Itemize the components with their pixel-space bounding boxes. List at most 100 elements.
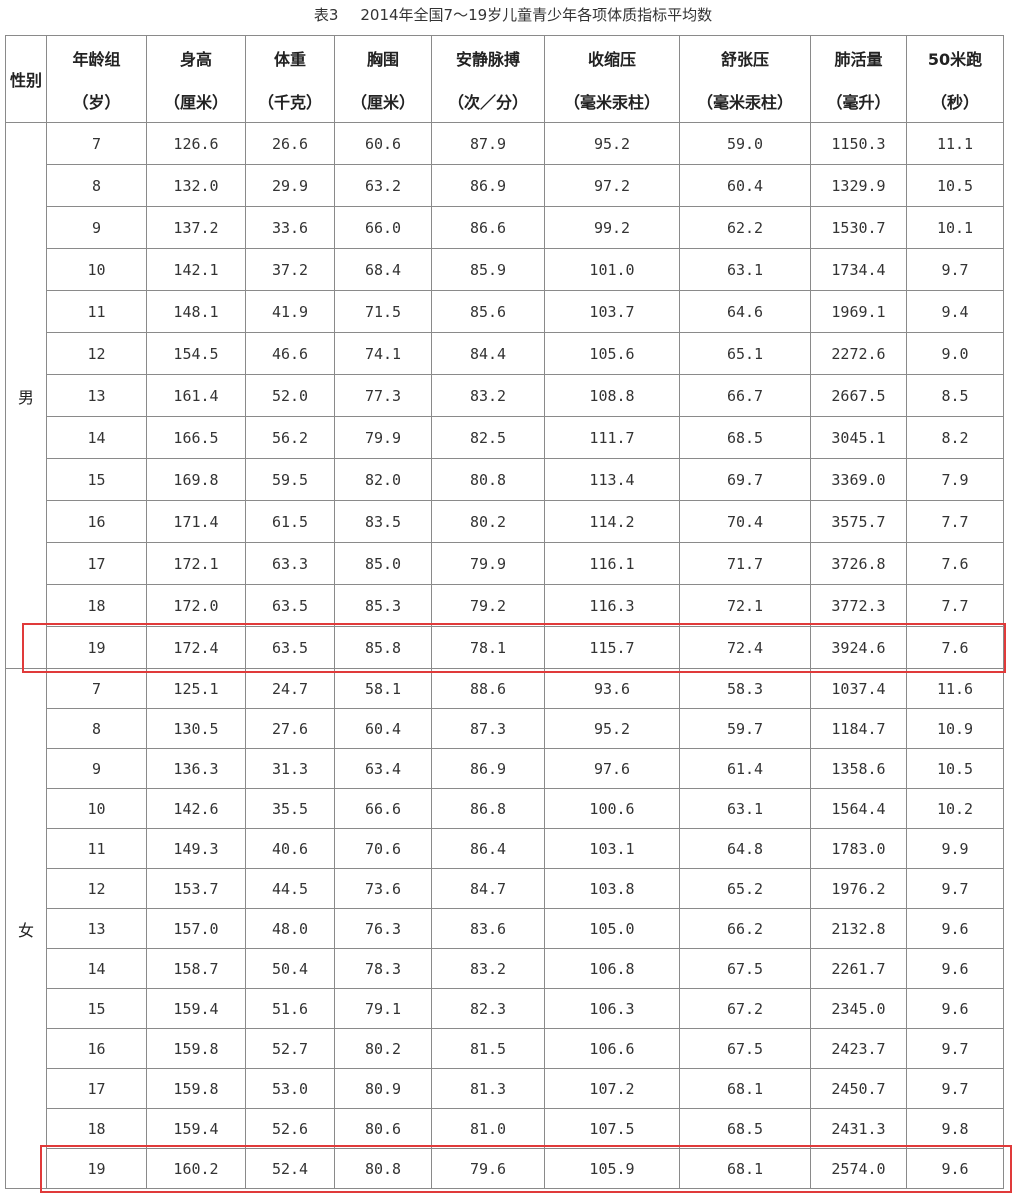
value-cell: 87.3 bbox=[431, 708, 545, 749]
header-diastolic: 舒张压 bbox=[679, 35, 811, 79]
value-cell: 80.6 bbox=[334, 1108, 432, 1149]
value-cell: 79.6 bbox=[431, 1148, 545, 1189]
gender-female-cell: 女 bbox=[5, 668, 47, 1189]
value-cell: 63.4 bbox=[334, 748, 432, 789]
age-cell: 8 bbox=[46, 708, 147, 749]
value-cell: 1734.4 bbox=[810, 248, 907, 291]
value-cell: 53.0 bbox=[245, 1068, 335, 1109]
value-cell: 2423.7 bbox=[810, 1028, 907, 1069]
value-cell: 78.3 bbox=[334, 948, 432, 989]
value-cell: 9.8 bbox=[906, 1108, 1004, 1149]
header-systolic: 收缩压 bbox=[544, 35, 680, 79]
value-cell: 76.3 bbox=[334, 908, 432, 949]
table-body: 男 7 126.6 26.6 60.6 87.9 95.2 59.0 1150.3 11.1 8 13… bbox=[5, 122, 1004, 1189]
value-cell: 72.1 bbox=[679, 584, 811, 627]
value-cell: 85.8 bbox=[334, 626, 432, 669]
value-cell: 59.7 bbox=[679, 708, 811, 749]
age-cell: 7 bbox=[46, 122, 147, 165]
value-cell: 3726.8 bbox=[810, 542, 907, 585]
age-cell: 11 bbox=[46, 828, 147, 869]
value-cell: 64.8 bbox=[679, 828, 811, 869]
value-cell: 159.8 bbox=[146, 1068, 246, 1109]
value-cell: 80.8 bbox=[334, 1148, 432, 1189]
value-cell: 24.7 bbox=[245, 668, 335, 709]
table-row: 12 154.5 46.6 74.1 84.4 105.6 65.1 2272.6 9.0 bbox=[6, 332, 1004, 375]
value-cell: 66.2 bbox=[679, 908, 811, 949]
table-caption: 表3 2014年全国7～19岁儿童青少年各项体质指标平均数 bbox=[0, 4, 1026, 25]
value-cell: 48.0 bbox=[245, 908, 335, 949]
value-cell: 63.1 bbox=[679, 248, 811, 291]
value-cell: 9.6 bbox=[906, 948, 1004, 989]
value-cell: 1150.3 bbox=[810, 122, 907, 165]
value-cell: 125.1 bbox=[146, 668, 246, 709]
value-cell: 107.5 bbox=[544, 1108, 680, 1149]
table-row: 16 171.4 61.5 83.5 80.2 114.2 70.4 3575.7 7.7 bbox=[6, 500, 1004, 543]
value-cell: 82.3 bbox=[431, 988, 545, 1029]
value-cell: 105.6 bbox=[544, 332, 680, 375]
age-cell: 19 bbox=[46, 1148, 147, 1189]
table-row: 18 172.0 63.5 85.3 79.2 116.3 72.1 3772.3 7.7 bbox=[6, 584, 1004, 627]
value-cell: 142.1 bbox=[146, 248, 246, 291]
table-row: 8 130.5 27.6 60.4 87.3 95.2 59.7 1184.7 10.9 bbox=[6, 708, 1004, 749]
value-cell: 3575.7 bbox=[810, 500, 907, 543]
table-row: 男 7 126.6 26.6 60.6 87.9 95.2 59.0 1150.3 11.1 bbox=[5, 122, 1004, 669]
table-row: 14 158.7 50.4 78.3 83.2 106.8 67.5 2261.7 9.6 bbox=[6, 948, 1004, 989]
header-age: 年龄组 bbox=[46, 35, 147, 79]
value-cell: 132.0 bbox=[146, 164, 246, 207]
value-cell: 65.1 bbox=[679, 332, 811, 375]
age-cell: 12 bbox=[46, 332, 147, 375]
value-cell: 95.2 bbox=[544, 708, 680, 749]
table-row: 13 161.4 52.0 77.3 83.2 108.8 66.7 2667.5 8.5 bbox=[6, 374, 1004, 417]
value-cell: 11.1 bbox=[906, 122, 1004, 165]
value-cell: 8.2 bbox=[906, 416, 1004, 459]
value-cell: 73.6 bbox=[334, 868, 432, 909]
value-cell: 114.2 bbox=[544, 500, 680, 543]
header-vital-capacity: 肺活量 bbox=[810, 35, 907, 79]
value-cell: 1564.4 bbox=[810, 788, 907, 829]
value-cell: 26.6 bbox=[245, 122, 335, 165]
value-cell: 81.5 bbox=[431, 1028, 545, 1069]
table-row: 10 142.6 35.5 66.6 86.8 100.6 63.1 1564.4 10.2 bbox=[6, 788, 1004, 829]
age-cell: 9 bbox=[46, 206, 147, 249]
age-cell: 16 bbox=[46, 500, 147, 543]
age-cell: 17 bbox=[46, 542, 147, 585]
value-cell: 82.0 bbox=[334, 458, 432, 501]
value-cell: 3045.1 bbox=[810, 416, 907, 459]
table-row: 9 136.3 31.3 63.4 86.9 97.6 61.4 1358.6 10.5 bbox=[6, 748, 1004, 789]
header-50m-run: 50米跑 bbox=[906, 35, 1004, 79]
value-cell: 99.2 bbox=[544, 206, 680, 249]
value-cell: 84.7 bbox=[431, 868, 545, 909]
value-cell: 70.6 bbox=[334, 828, 432, 869]
value-cell: 1184.7 bbox=[810, 708, 907, 749]
value-cell: 159.4 bbox=[146, 1108, 246, 1149]
value-cell: 63.1 bbox=[679, 788, 811, 829]
value-cell: 62.2 bbox=[679, 206, 811, 249]
value-cell: 9.7 bbox=[906, 1028, 1004, 1069]
value-cell: 2431.3 bbox=[810, 1108, 907, 1149]
value-cell: 149.3 bbox=[146, 828, 246, 869]
value-cell: 83.6 bbox=[431, 908, 545, 949]
value-cell: 159.8 bbox=[146, 1028, 246, 1069]
value-cell: 59.5 bbox=[245, 458, 335, 501]
value-cell: 9.0 bbox=[906, 332, 1004, 375]
value-cell: 2345.0 bbox=[810, 988, 907, 1029]
value-cell: 66.0 bbox=[334, 206, 432, 249]
value-cell: 68.5 bbox=[679, 1108, 811, 1149]
age-cell: 19 bbox=[46, 626, 147, 669]
value-cell: 136.3 bbox=[146, 748, 246, 789]
value-cell: 64.6 bbox=[679, 290, 811, 333]
value-cell: 159.4 bbox=[146, 988, 246, 1029]
value-cell: 108.8 bbox=[544, 374, 680, 417]
gender-header: 性别 bbox=[5, 35, 47, 123]
value-cell: 10.5 bbox=[906, 164, 1004, 207]
value-cell: 68.1 bbox=[679, 1068, 811, 1109]
table-row: 8 132.0 29.9 63.2 86.9 97.2 60.4 1329.9 10.5 bbox=[6, 164, 1004, 207]
value-cell: 153.7 bbox=[146, 868, 246, 909]
value-cell: 1530.7 bbox=[810, 206, 907, 249]
value-cell: 79.9 bbox=[431, 542, 545, 585]
value-cell: 80.8 bbox=[431, 458, 545, 501]
header-chest: 胸围 bbox=[334, 35, 432, 79]
value-cell: 29.9 bbox=[245, 164, 335, 207]
value-cell: 82.5 bbox=[431, 416, 545, 459]
value-cell: 35.5 bbox=[245, 788, 335, 829]
